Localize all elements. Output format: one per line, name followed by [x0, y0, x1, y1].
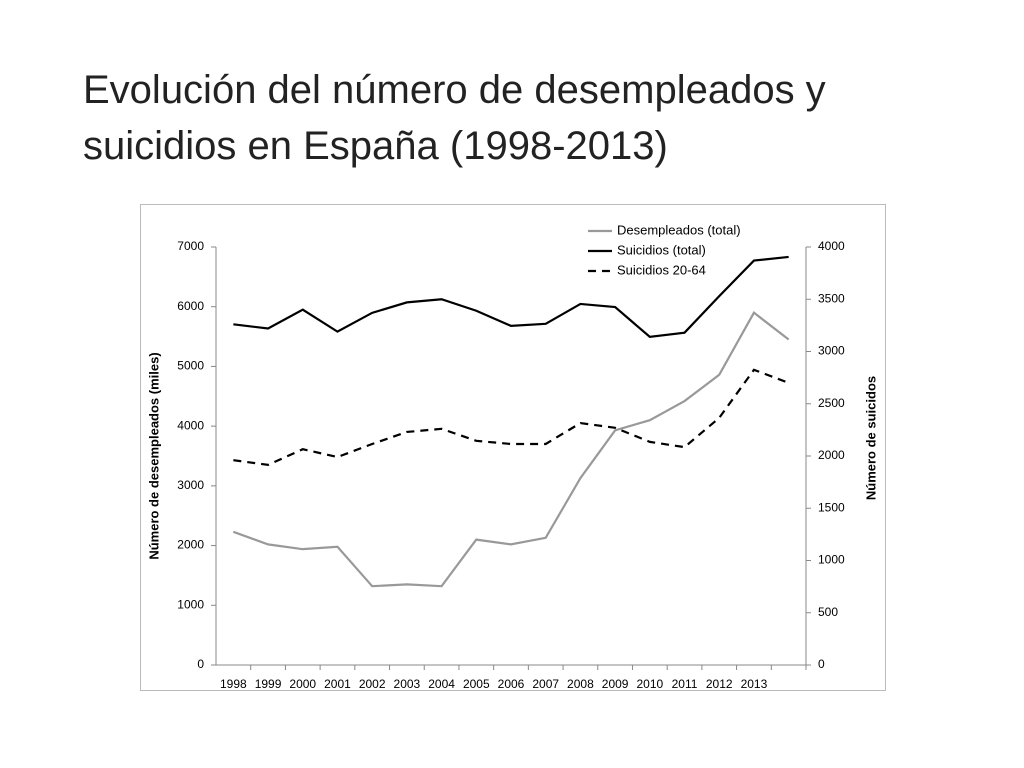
y2-tick-label: 3000 — [818, 344, 845, 358]
y2-tick-label: 2500 — [818, 396, 845, 410]
y-axis-title: Número de desempleados (miles) — [146, 352, 161, 559]
y-tick-label: 0 — [197, 657, 204, 671]
y2-tick-label: 1000 — [818, 553, 845, 567]
x-tick-label: 2013 — [741, 677, 768, 691]
y-tick-label: 5000 — [177, 359, 204, 373]
y2-tick-label: 500 — [818, 605, 838, 619]
x-tick-label: 2001 — [324, 677, 351, 691]
x-tick-label: 1999 — [255, 677, 282, 691]
x-tick-label: 2004 — [428, 677, 455, 691]
x-tick-label: 2011 — [672, 677, 698, 691]
y-tick-label: 4000 — [177, 418, 204, 432]
series-line — [233, 255, 789, 339]
legend-label: Desempleados (total) — [617, 222, 741, 237]
series-line — [232, 311, 790, 588]
x-tick-label: 2005 — [463, 677, 490, 691]
y-tick-label: 1000 — [177, 597, 204, 611]
x-tick-label: 2000 — [289, 677, 316, 691]
y-tick-label: 6000 — [177, 299, 204, 313]
y2-tick-label: 4000 — [818, 239, 845, 253]
x-tick-label: 1998 — [220, 677, 247, 691]
x-tick-label: 2002 — [359, 677, 386, 691]
x-tick-label: 2006 — [498, 677, 525, 691]
y-tick-label: 3000 — [177, 478, 204, 492]
y2-tick-label: 0 — [818, 657, 825, 671]
x-tick-label: 2012 — [706, 677, 733, 691]
x-tick-label: 2003 — [394, 677, 421, 691]
chart-frame — [140, 204, 886, 691]
legend-label: Suicidios 20-64 — [617, 262, 706, 277]
x-tick-label: 2010 — [636, 677, 663, 691]
x-tick-label: 2008 — [567, 677, 594, 691]
y-tick-label: 7000 — [177, 239, 204, 253]
x-tick-label: 2009 — [602, 677, 629, 691]
y2-tick-label: 1500 — [818, 500, 845, 514]
y2-tick-label: 2000 — [818, 448, 845, 462]
legend-label: Suicidios (total) — [617, 242, 706, 257]
y2-tick-label: 3500 — [818, 291, 845, 305]
y-tick-label: 2000 — [177, 538, 204, 552]
x-tick-label: 2007 — [532, 677, 559, 691]
slide-title: Evolución del número de desempleados y s… — [83, 68, 826, 168]
y2-axis-title: Número de suicidos — [863, 376, 878, 500]
